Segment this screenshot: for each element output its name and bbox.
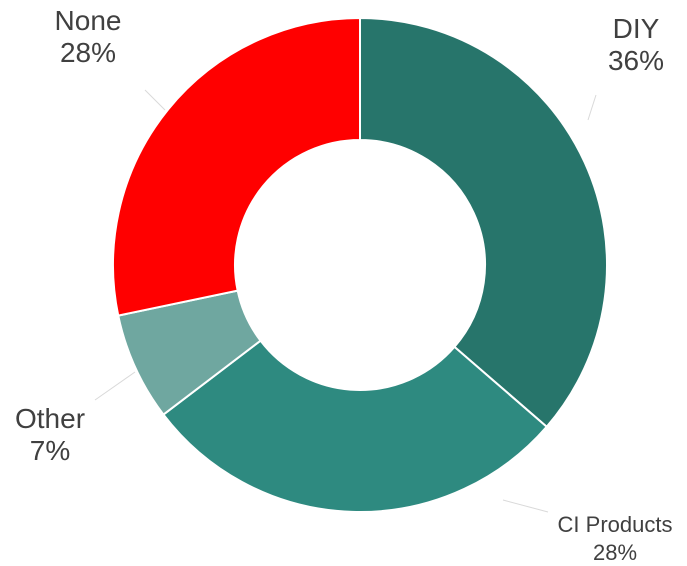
leader-line-ci-products	[502, 499, 549, 513]
slice-ci-products	[162, 339, 549, 513]
slice-label-other: Other	[15, 403, 85, 434]
slice-none	[112, 16, 361, 317]
slice-label-ci-products: CI Products	[558, 512, 673, 537]
leader-line-diy	[587, 94, 597, 121]
slice-percent-ci-products: 28%	[593, 540, 637, 565]
slice-label-diy: DIY	[613, 13, 660, 44]
slice-percent-other: 7%	[30, 435, 70, 466]
slice-label-none: None	[55, 5, 122, 36]
slice-percent-none: 28%	[60, 37, 116, 68]
slices-group	[112, 16, 608, 513]
leader-line-none	[144, 89, 166, 111]
slice-diy	[359, 16, 608, 429]
leader-lines-group	[94, 89, 597, 513]
leader-line-other	[94, 371, 136, 401]
slice-percent-diy: 36%	[608, 45, 664, 76]
